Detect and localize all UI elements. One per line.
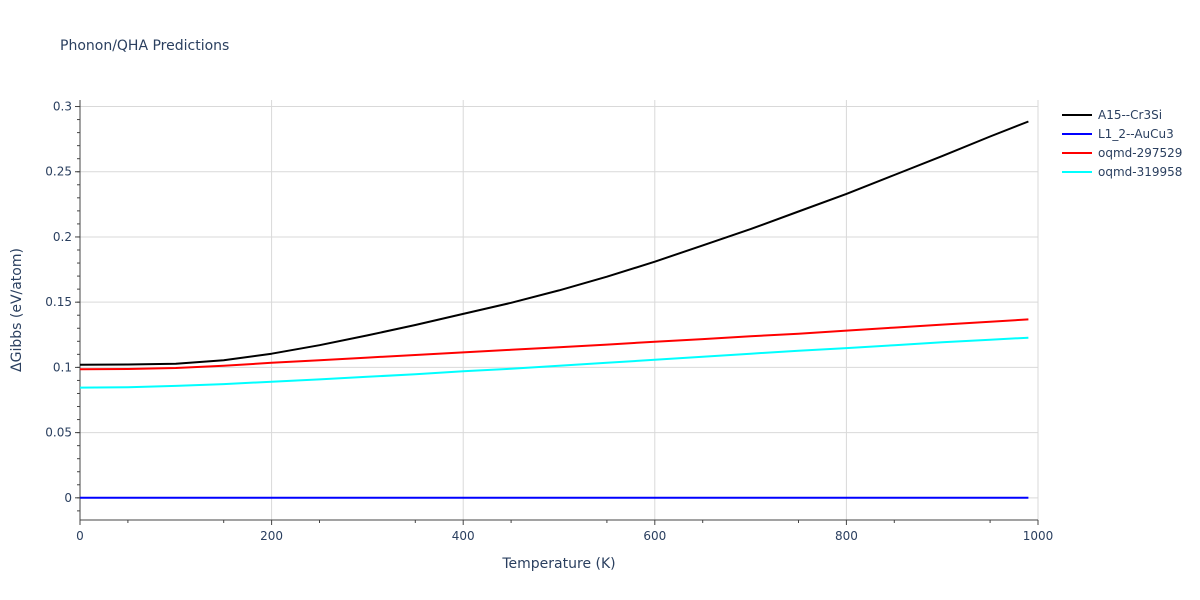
legend-label: A15--Cr3Si (1098, 108, 1162, 122)
legend-item[interactable]: oqmd-319958 (1062, 165, 1182, 179)
y-tick-label: 0.3 (53, 100, 72, 114)
grid (80, 100, 1039, 520)
legend[interactable]: A15--Cr3Si L1_2--AuCu3 oqmd-297529 oqmd-319… (1062, 108, 1182, 179)
series-line-3 (79, 336, 1029, 389)
y-tick-label: 0 (64, 491, 72, 505)
legend-item[interactable]: A15--Cr3Si (1062, 108, 1162, 122)
x-tick-label: 400 (452, 529, 475, 543)
x-tick-label: 1000 (1023, 529, 1054, 543)
y-axis-title: ΔGibbs (eV/atom) (9, 248, 25, 372)
axes: 0 200 400 600 800 1000 0 0.05 0.1 0.15 0.2 0.25 0.3 (45, 100, 1053, 543)
y-tick-label: 0.2 (53, 230, 72, 244)
y-tick-label: 0.25 (45, 165, 72, 179)
x-tick-label: 800 (835, 529, 858, 543)
x-axis-title: Temperature (K) (501, 556, 615, 572)
legend-label: L1_2--AuCu3 (1098, 127, 1174, 141)
y-tick-label: 0.15 (45, 295, 72, 309)
x-tick-label: 0 (76, 529, 84, 543)
x-tick-label: 600 (643, 529, 666, 543)
series-line-0 (79, 120, 1029, 366)
x-tick-label: 200 (260, 529, 283, 543)
legend-label: oqmd-297529 (1098, 146, 1182, 160)
series-line-2 (79, 318, 1029, 371)
series-lines (79, 120, 1029, 499)
legend-item[interactable]: L1_2--AuCu3 (1062, 127, 1174, 141)
y-tick-label: 0.05 (45, 426, 72, 440)
chart-title: Phonon/QHA Predictions (60, 38, 229, 54)
legend-item[interactable]: oqmd-297529 (1062, 146, 1182, 160)
y-tick-label: 0.1 (53, 360, 72, 374)
legend-label: oqmd-319958 (1098, 165, 1182, 179)
